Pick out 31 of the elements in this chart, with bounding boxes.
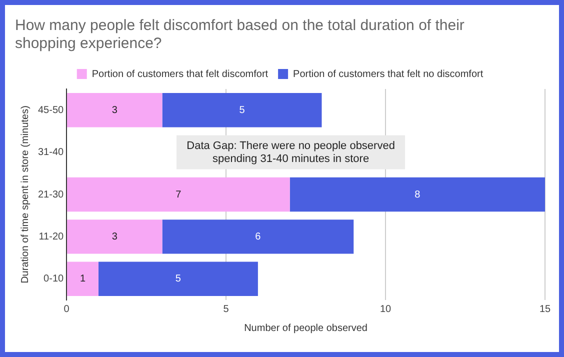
y-tick-label: 21-30 — [38, 189, 64, 200]
legend-label: Portion of customers that felt discomfort — [92, 68, 268, 80]
y-tick-label: 45-50 — [38, 104, 64, 116]
bar — [67, 220, 162, 254]
data-label: 5 — [239, 104, 246, 116]
annotation: Data Gap: There were no people observed spending 31-40 minutes in store — [186, 140, 395, 165]
x-axis-title: Number of people observed — [244, 322, 368, 334]
y-tick-label: 0-10 — [44, 274, 64, 285]
data-label: 8 — [414, 189, 421, 200]
data-label: 6 — [255, 231, 262, 242]
legend-label: Portion of customers that felt no discomfort — [293, 68, 484, 80]
chart-title: How many people felt discomfort based on the total duration of their shopping experience? — [15, 17, 464, 52]
data-label: 7 — [176, 189, 182, 200]
bar — [290, 177, 545, 212]
x-tick-label: 0 — [64, 304, 70, 315]
bar — [162, 220, 354, 254]
y-axis-title: Duration of time spent in store (minutes) — [20, 106, 31, 284]
bar — [67, 262, 98, 296]
y-tick-label: 31-40 — [38, 147, 64, 158]
data-label: 3 — [112, 104, 118, 116]
y-tick-label: 11-20 — [38, 231, 64, 242]
bar — [67, 177, 290, 212]
bar — [162, 93, 322, 128]
data-label: 1 — [80, 274, 86, 285]
bar — [67, 93, 162, 128]
data-label: 3 — [112, 231, 118, 242]
data-label: 5 — [175, 274, 182, 285]
x-tick-label: 5 — [223, 304, 230, 315]
bar — [98, 262, 258, 296]
x-tick-label: 15 — [539, 304, 551, 315]
x-tick-label: 10 — [380, 304, 392, 315]
